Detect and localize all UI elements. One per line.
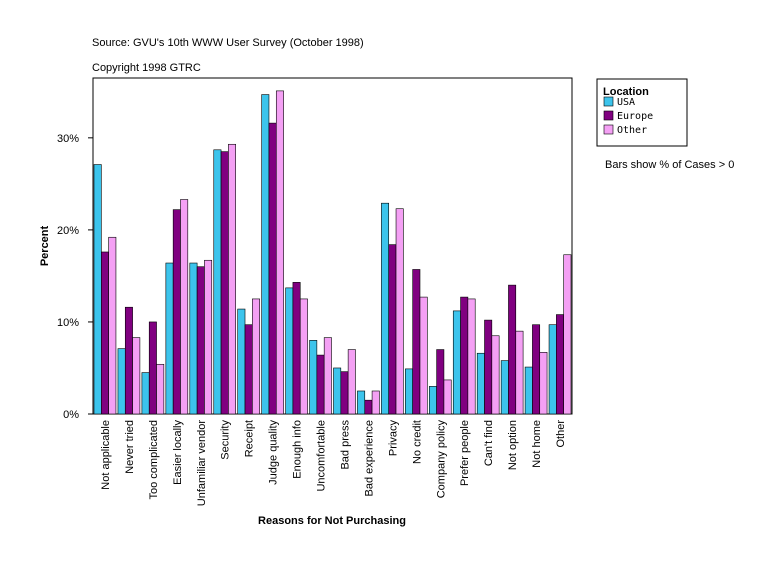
bar <box>172 209 181 415</box>
bar <box>419 296 428 415</box>
bar <box>189 262 198 415</box>
bar <box>412 269 421 415</box>
x-tick-label: Uncomfortable <box>316 420 328 492</box>
bar <box>299 298 308 415</box>
bar <box>539 352 548 415</box>
bar <box>132 337 141 415</box>
bar <box>124 306 133 415</box>
bar <box>491 335 500 415</box>
bar <box>467 298 476 415</box>
bar <box>204 259 213 415</box>
bar <box>515 330 524 415</box>
bar <box>309 340 318 415</box>
x-tick-label: Can't find <box>483 420 495 466</box>
legend-swatch <box>603 124 614 135</box>
x-tick-label: Not option <box>507 420 519 470</box>
x-tick-label: Enough info <box>292 420 304 479</box>
bar <box>395 208 404 415</box>
bar <box>405 368 413 415</box>
x-axis-label: Reasons for Not Purchasing <box>258 515 406 527</box>
bar <box>117 348 126 415</box>
bar <box>220 151 229 415</box>
bar <box>388 244 397 415</box>
bar <box>261 94 270 415</box>
bar <box>548 324 557 415</box>
source: Source: GVU's 10th WWW User Survey (Octo… <box>92 37 364 49</box>
x-tick-label: Prefer people <box>459 420 471 486</box>
bar <box>532 324 541 415</box>
x-tick-label: Other <box>555 420 567 448</box>
x-tick-label: Security <box>220 420 232 460</box>
y-tick-label: 0% <box>63 409 79 421</box>
bar <box>196 266 205 415</box>
y-tick-label: 20% <box>57 225 79 237</box>
bar <box>347 349 356 415</box>
bar <box>108 236 117 415</box>
y-tick-label: 10% <box>57 317 79 329</box>
bar <box>484 319 493 415</box>
bar <box>381 202 390 415</box>
y-tick-label: 30% <box>57 133 79 145</box>
legend-label: Europe <box>617 111 653 122</box>
bar <box>292 282 301 415</box>
legend-swatch <box>603 110 614 121</box>
x-tick-label: No credit <box>411 420 423 464</box>
bar <box>524 366 533 415</box>
bar <box>371 390 380 415</box>
bar <box>316 354 325 415</box>
x-tick-label: Bad press <box>339 420 351 470</box>
bar <box>213 149 222 415</box>
bar <box>333 367 342 415</box>
bar <box>443 379 452 415</box>
x-tick-label: Judge quality <box>268 420 280 485</box>
x-tick-label: Not applicable <box>100 420 112 490</box>
bar <box>237 308 246 415</box>
bar <box>148 321 157 415</box>
y-axis-label: Percent <box>39 225 51 266</box>
bar <box>460 296 469 415</box>
x-tick-label: Unfamiliar vendor <box>196 420 208 507</box>
bar <box>323 337 332 415</box>
x-tick-label: Easier locally <box>172 420 184 485</box>
bar <box>101 251 109 415</box>
legend-swatch <box>603 96 614 107</box>
x-tick-label: Company policy <box>435 420 447 499</box>
bar <box>165 262 174 415</box>
bar <box>500 360 509 415</box>
bar <box>476 352 485 415</box>
bar <box>228 143 236 415</box>
plot-frame <box>92 77 573 415</box>
x-tick-label: Never tried <box>124 420 136 474</box>
bar <box>285 287 294 415</box>
bar <box>357 390 366 415</box>
x-tick-label: Privacy <box>387 420 399 457</box>
bar <box>428 386 437 415</box>
bar <box>508 284 517 415</box>
bar <box>436 349 445 415</box>
bar <box>244 324 253 415</box>
legend-title: Location <box>603 86 649 98</box>
bar <box>93 164 102 415</box>
x-tick-label: Receipt <box>244 420 256 457</box>
bar <box>180 199 189 415</box>
bar <box>340 371 349 415</box>
bar <box>364 399 373 415</box>
bar <box>268 122 277 415</box>
bar <box>275 90 284 415</box>
bar <box>452 310 461 415</box>
bar <box>556 314 564 415</box>
bar <box>141 372 150 415</box>
bar <box>563 254 572 415</box>
x-tick-label: Bad experience <box>363 420 375 496</box>
x-tick-label: Not home <box>531 420 543 468</box>
copyright: Copyright 1998 GTRC <box>92 62 201 74</box>
note: Bars show % of Cases > 0 <box>605 159 734 171</box>
legend-label: USA <box>617 97 635 108</box>
bar <box>252 298 260 415</box>
bar <box>156 363 165 415</box>
legend-label: Other <box>617 125 647 136</box>
x-tick-label: Too complicated <box>148 420 160 500</box>
